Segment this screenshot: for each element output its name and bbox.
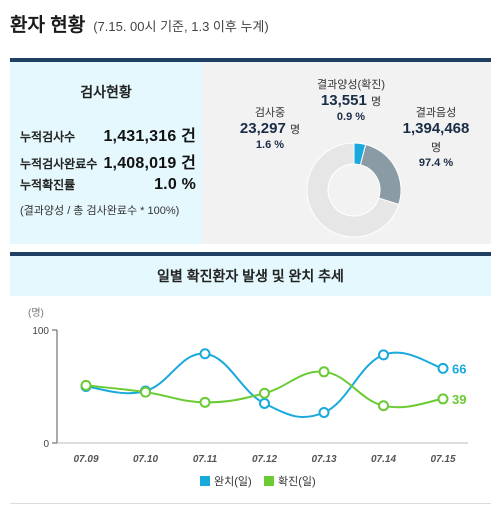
x-tick-label: 07.15 — [430, 454, 455, 465]
x-tick-label: 07.14 — [371, 454, 396, 465]
legend-label: 확진(일) — [278, 474, 316, 488]
x-tick-label: 07.11 — [193, 454, 218, 465]
donut-label-positive-name: 결과양성(확진) — [316, 79, 386, 91]
donut-label-negative-unit: 명 — [430, 142, 442, 154]
donut-label-negative-count: 1,394,468 — [402, 120, 470, 137]
summary-row-value: 1,408,019 건 — [103, 155, 196, 172]
legend-swatch-recovered — [200, 476, 210, 486]
donut-label-testing-name: 검사중 — [254, 107, 286, 119]
donut-label-negative: 결과음성 1,394,468 명 97.4 % — [386, 104, 486, 169]
positive-rate-note: (결과양성 / 총 검사완료수 * 100%) — [20, 205, 180, 217]
summary-row-label: 누적검사수 — [20, 130, 76, 144]
series-end-label: 66 — [452, 361, 466, 376]
donut-label-positive-unit: 명 — [370, 96, 382, 108]
data-point-recovered — [199, 348, 211, 360]
daily-trend-line-chart: (명) 0 100 07.09 07.10 07.11 07.12 07.13 07.14 07.… — [28, 307, 468, 488]
donut-label-positive: 결과양성(확진) 13,551 명 0.9 % — [310, 76, 392, 123]
data-point-confirmed — [140, 386, 151, 398]
legend-label: 완치(일) — [214, 474, 252, 488]
donut-label-negative-name: 결과음성 — [415, 107, 457, 119]
x-tick-label: 07.12 — [252, 454, 277, 465]
data-point-confirmed — [437, 393, 449, 405]
y-axis-label: (명) — [28, 307, 44, 319]
y-tick-label: 100 — [32, 326, 49, 337]
series-end-label: 39 — [452, 392, 466, 407]
daily-trend-panel: 일별 확진환자 발생 및 완치 추세 (명) 0 100 07.09 07.10 07.1… — [10, 252, 491, 504]
data-point-recovered — [378, 349, 389, 361]
donut-label-testing: 검사중 23,297 명 1.6 % — [230, 104, 310, 151]
data-point-confirmed — [259, 387, 270, 399]
test-result-donut — [306, 142, 402, 238]
donut-label-positive-pct: 0.9 % — [336, 111, 366, 123]
test-summary-box: 검사현황 누적검사수 1,431,316 건 누적검사완료수 1,408,019… — [10, 62, 202, 244]
page-header: 환자 현황 (7.15. 00시 기준, 1.3 이후 누계) — [10, 10, 269, 40]
donut-label-positive-count: 13,551 — [320, 92, 367, 109]
summary-row-label: 누적검사완료수 — [20, 157, 98, 171]
x-tick-label: 07.09 — [73, 454, 98, 465]
donut-label-testing-unit: 명 — [289, 124, 301, 136]
data-point-confirmed — [318, 366, 330, 378]
test-status-panel: 검사현황 누적검사수 1,431,316 건 누적검사완료수 1,408,019… — [10, 58, 491, 244]
donut-label-negative-pct: 97.4 % — [418, 157, 454, 169]
summary-row-value: 1,431,316 건 — [103, 128, 196, 145]
donut-slice-negative — [306, 142, 400, 238]
x-tick-label: 07.10 — [133, 454, 158, 465]
summary-row-positive-rate: 누적확진률 1.0 % — [20, 176, 196, 194]
summary-row-total-tests: 누적검사수 1,431,316 건 — [20, 122, 196, 146]
data-point-confirmed — [199, 396, 211, 408]
page-title: 환자 현황 — [10, 15, 86, 36]
donut-label-testing-pct: 1.6 % — [255, 139, 285, 151]
data-point-confirmed — [80, 379, 92, 391]
legend-swatch-confirmed — [264, 476, 274, 486]
page-subtitle: (7.15. 00시 기준, 1.3 이후 누계) — [93, 19, 269, 34]
summary-row-label: 누적확진률 — [20, 178, 76, 192]
data-point-recovered — [437, 362, 449, 374]
donut-label-testing-count: 23,297 — [239, 120, 286, 137]
y-tick-label: 0 — [43, 439, 49, 450]
data-point-recovered — [318, 406, 330, 418]
test-result-donut-area: 결과양성(확진) 13,551 명 0.9 % 검사중 23,297 명 1.6… — [202, 62, 491, 244]
summary-row-value: 1.0 % — [154, 176, 196, 193]
data-point-recovered — [259, 397, 270, 409]
daily-trend-title: 일별 확진환자 발생 및 완치 추세 — [10, 256, 491, 296]
data-point-confirmed — [378, 400, 389, 412]
summary-row-completed-tests: 누적검사완료수 1,408,019 건 — [20, 149, 196, 173]
x-tick-label: 07.13 — [311, 454, 336, 465]
test-summary-title: 검사현황 — [80, 84, 132, 100]
